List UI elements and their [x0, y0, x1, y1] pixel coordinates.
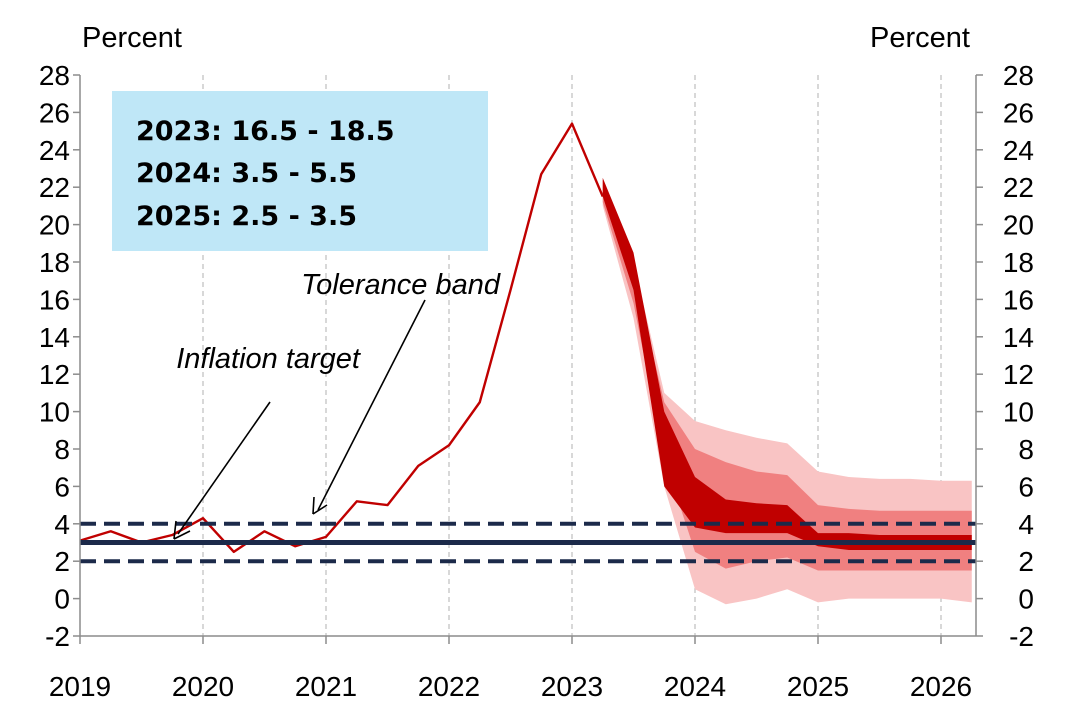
left-tick-label--2: -2: [45, 621, 70, 652]
left-tick-label-8: 8: [54, 434, 70, 465]
left-tick-label-4: 4: [54, 509, 70, 540]
inflation-target-arrow: [177, 401, 271, 535]
info-box-line-2024: 2024: 3.5 - 5.5: [136, 158, 357, 189]
x-tick-label-2021: 2021: [295, 671, 357, 702]
x-tick-label-2019: 2019: [49, 671, 111, 702]
left-tick-label-2: 2: [54, 546, 70, 577]
fan-band-1: [602, 179, 972, 571]
x-tick-label-2024: 2024: [664, 671, 726, 702]
left-tick-label-18: 18: [39, 247, 70, 278]
right-tick-label-8: 8: [1018, 434, 1034, 465]
left-unit-label: Percent: [82, 22, 182, 54]
right-tick-label-14: 14: [1003, 322, 1034, 353]
left-tick-label-28: 28: [39, 60, 70, 91]
left-tick-label-14: 14: [39, 322, 70, 353]
right-tick-label-24: 24: [1003, 135, 1034, 166]
right-unit-label: Percent: [870, 22, 970, 54]
right-tick-label-16: 16: [1003, 284, 1034, 315]
tolerance-band-label: Tolerance band: [301, 269, 501, 301]
series-lines: [79, 122, 604, 554]
series-line-0: [79, 122, 604, 554]
x-tick-label-2026: 2026: [910, 671, 972, 702]
info-box: 2023: 16.5 - 18.5 2024: 3.5 - 5.5 2025: …: [112, 91, 488, 251]
right-tick-label-4: 4: [1018, 509, 1034, 540]
info-box-background: [112, 91, 488, 251]
right-tick-label-28: 28: [1003, 60, 1034, 91]
left-tick-label-10: 10: [39, 397, 70, 428]
x-tick-label-2023: 2023: [541, 671, 603, 702]
tolerance-band-arrow: [317, 299, 426, 511]
left-tick-label-12: 12: [39, 359, 70, 390]
left-tick-label-0: 0: [54, 584, 70, 615]
x-tick-label-2025: 2025: [787, 671, 849, 702]
right-tick-label-0: 0: [1018, 584, 1034, 615]
right-tick-label-18: 18: [1003, 247, 1034, 278]
right-tick-label-6: 6: [1018, 471, 1034, 502]
axes: [73, 74, 983, 644]
target-lines: [80, 521, 976, 564]
tolerance-band-arrowhead: [312, 496, 328, 515]
inflation-target-label: Inflation target: [176, 343, 362, 375]
right-tick-label-20: 20: [1003, 210, 1034, 241]
left-tick-label-16: 16: [39, 284, 70, 315]
left-tick-label-24: 24: [39, 135, 70, 166]
left-tick-label-22: 22: [39, 172, 70, 203]
left-tick-label-26: 26: [39, 97, 70, 128]
x-tick-label-2022: 2022: [418, 671, 480, 702]
right-tick-label-12: 12: [1003, 359, 1034, 390]
inflation-target-arrowhead: [173, 520, 191, 540]
right-tick-label--2: -2: [1009, 621, 1034, 652]
fan-chart-bands: [602, 177, 972, 605]
x-tick-label-2020: 2020: [172, 671, 234, 702]
left-tick-label-20: 20: [39, 210, 70, 241]
inflation-target-annotation: Inflation target: [173, 343, 362, 540]
tolerance-band-annotation: Tolerance band: [301, 269, 501, 515]
right-tick-label-10: 10: [1003, 397, 1034, 428]
info-box-line-2023: 2023: 16.5 - 18.5: [136, 116, 395, 147]
right-tick-label-2: 2: [1018, 546, 1034, 577]
right-tick-label-22: 22: [1003, 172, 1034, 203]
right-tick-label-26: 26: [1003, 97, 1034, 128]
left-tick-label-6: 6: [54, 471, 70, 502]
info-box-line-2025: 2025: 2.5 - 3.5: [136, 201, 357, 232]
